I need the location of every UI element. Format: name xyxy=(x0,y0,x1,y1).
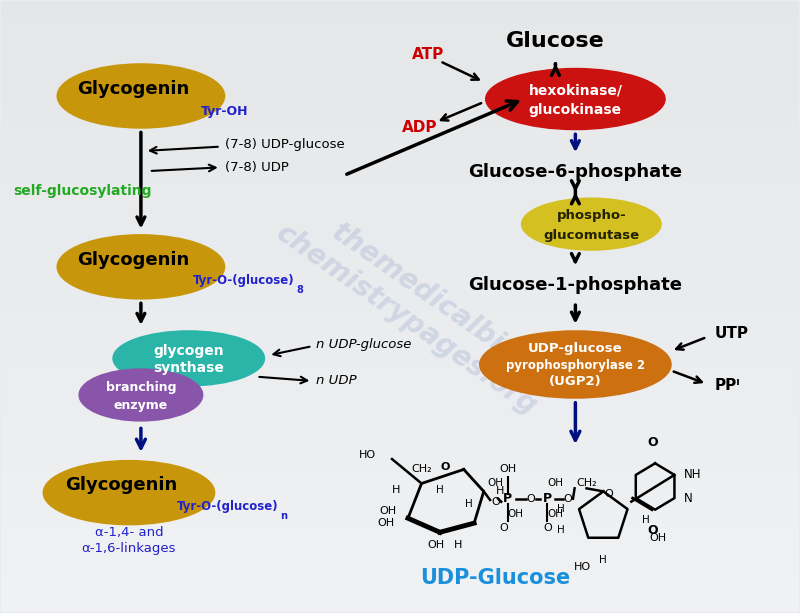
Text: OH: OH xyxy=(547,509,563,519)
Text: glucokinase: glucokinase xyxy=(529,103,622,117)
Text: enzyme: enzyme xyxy=(114,400,168,413)
Text: PPᴵ: PPᴵ xyxy=(715,378,741,394)
Text: H: H xyxy=(642,514,650,525)
Text: O: O xyxy=(526,493,535,504)
Text: (7-8) UDP: (7-8) UDP xyxy=(225,161,289,174)
Text: HO: HO xyxy=(359,450,376,460)
Text: OH: OH xyxy=(508,509,524,519)
Text: Tyr-O-(glucose): Tyr-O-(glucose) xyxy=(193,274,294,287)
Text: OH: OH xyxy=(427,540,445,550)
Text: H: H xyxy=(495,486,504,497)
Text: (UGP2): (UGP2) xyxy=(549,375,602,388)
Text: NH: NH xyxy=(684,468,702,481)
Ellipse shape xyxy=(57,235,225,299)
Text: α-1,4- and: α-1,4- and xyxy=(94,527,163,539)
Text: O: O xyxy=(647,436,658,449)
Text: Glucose-1-phosphate: Glucose-1-phosphate xyxy=(468,276,682,294)
Text: CH₂: CH₂ xyxy=(576,479,597,489)
Ellipse shape xyxy=(113,331,265,386)
Text: OH: OH xyxy=(547,479,563,489)
Text: glucomutase: glucomutase xyxy=(543,229,639,242)
Text: OH: OH xyxy=(379,506,396,516)
Text: O: O xyxy=(647,524,658,536)
Text: Glycogenin: Glycogenin xyxy=(77,251,189,268)
Text: Glycogenin: Glycogenin xyxy=(77,80,189,97)
Ellipse shape xyxy=(480,331,671,398)
Text: OH: OH xyxy=(650,533,666,543)
Text: self-glucosylating: self-glucosylating xyxy=(14,183,152,197)
Text: Glucose-6-phosphate: Glucose-6-phosphate xyxy=(468,163,682,181)
Text: HO: HO xyxy=(574,562,590,572)
Text: UDP-glucose: UDP-glucose xyxy=(528,342,622,355)
Text: P: P xyxy=(543,492,552,505)
Text: O: O xyxy=(491,497,500,507)
Text: branching: branching xyxy=(106,381,176,394)
Text: hexokinase/: hexokinase/ xyxy=(528,83,622,97)
Text: α-1,6-linkages: α-1,6-linkages xyxy=(82,543,176,555)
Text: OH: OH xyxy=(378,518,394,528)
Text: OH: OH xyxy=(499,464,516,474)
Text: (7-8) UDP-glucose: (7-8) UDP-glucose xyxy=(225,139,344,151)
Text: glycogen: glycogen xyxy=(154,344,224,358)
Text: UTP: UTP xyxy=(715,327,749,341)
Text: O: O xyxy=(499,523,508,533)
Text: H: H xyxy=(392,484,400,495)
Text: O: O xyxy=(543,523,552,533)
Text: O: O xyxy=(604,489,613,500)
Ellipse shape xyxy=(43,460,214,525)
Text: O: O xyxy=(441,462,450,472)
Ellipse shape xyxy=(79,369,202,421)
Text: synthase: synthase xyxy=(154,361,224,375)
Text: H: H xyxy=(454,540,462,550)
Text: CH₂: CH₂ xyxy=(411,464,432,474)
Text: n: n xyxy=(281,511,287,521)
Text: n UDP: n UDP xyxy=(316,375,357,387)
Text: ADP: ADP xyxy=(402,120,438,135)
Text: 8: 8 xyxy=(296,285,303,295)
Text: UDP-Glucose: UDP-Glucose xyxy=(421,568,570,588)
Text: H: H xyxy=(599,555,607,565)
Text: N: N xyxy=(684,492,693,504)
Text: P: P xyxy=(503,492,512,505)
Text: Tyr-O-(glucose): Tyr-O-(glucose) xyxy=(177,500,278,512)
Text: H: H xyxy=(558,525,565,535)
Text: Glucose: Glucose xyxy=(506,31,605,51)
Text: themedicalbio
chemistrypages.org: themedicalbio chemistrypages.org xyxy=(271,192,561,421)
Ellipse shape xyxy=(522,198,661,250)
Text: OH: OH xyxy=(488,479,504,489)
Ellipse shape xyxy=(486,69,665,129)
Text: O: O xyxy=(563,493,572,504)
Text: phospho-: phospho- xyxy=(557,209,626,222)
Text: H: H xyxy=(558,504,565,514)
Text: ATP: ATP xyxy=(412,47,444,62)
Ellipse shape xyxy=(57,64,225,128)
Text: Tyr-OH: Tyr-OH xyxy=(201,105,248,118)
Text: pyrophosphorylase 2: pyrophosphorylase 2 xyxy=(506,359,645,372)
Text: Glycogenin: Glycogenin xyxy=(65,476,177,494)
Text: H: H xyxy=(436,485,444,495)
Text: n UDP-glucose: n UDP-glucose xyxy=(316,338,412,351)
Text: H: H xyxy=(466,498,474,509)
